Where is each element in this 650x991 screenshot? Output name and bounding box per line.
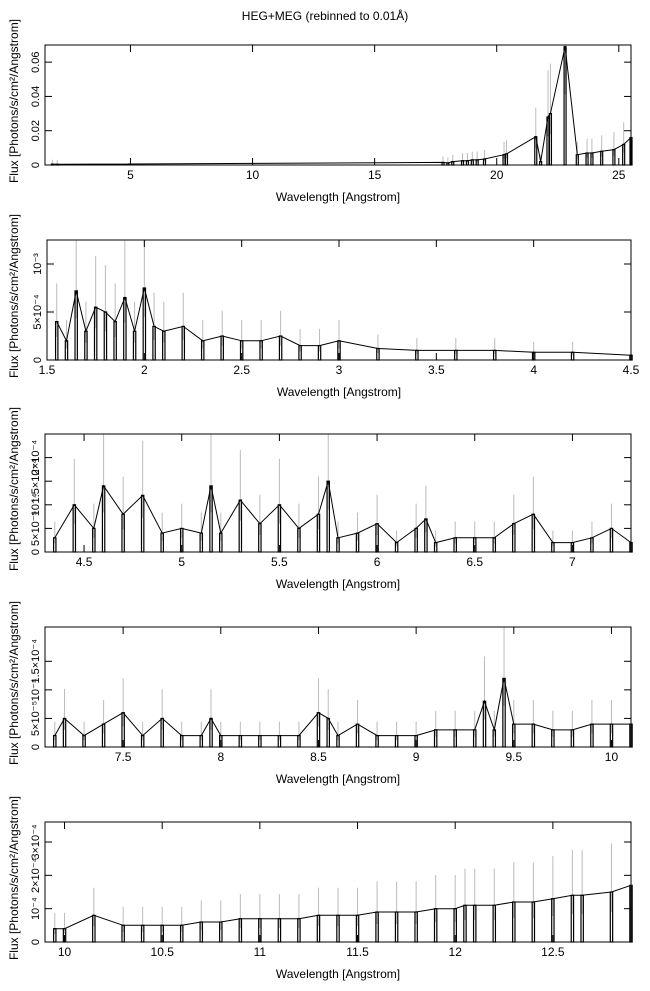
x-tick-label: 5 <box>127 168 134 182</box>
x-tick-label: 12 <box>449 945 463 959</box>
x-tick-label: 10 <box>246 168 260 182</box>
x-tick-label: 11 <box>254 945 267 959</box>
x-tick-label: 4.5 <box>76 555 93 569</box>
plot-frame <box>44 821 632 943</box>
x-tick-label: 9 <box>413 750 420 764</box>
page-title: HEG+MEG (rebinned to 0.01Å) <box>241 9 409 23</box>
data-bin <box>539 160 543 166</box>
y-axis-label: Flux [Photons/s/cm²/Angstrom] <box>7 601 21 765</box>
y-tick-label: 10⁻⁴ <box>30 897 42 920</box>
x-tick-label: 15 <box>368 168 382 182</box>
x-tick-label: 7.5 <box>115 750 132 764</box>
x-tick-label: 10.5 <box>151 945 175 959</box>
plot-frame <box>44 433 632 553</box>
spectrum-line <box>52 46 632 165</box>
x-tick-label: 8 <box>217 750 224 764</box>
x-axis-label: Wavelength [Angstrom] <box>276 772 400 786</box>
plot-frame <box>44 626 632 748</box>
x-tick-label: 8.5 <box>310 750 327 764</box>
x-tick-label: 3.5 <box>428 363 445 377</box>
panel-3: 4.5 5 5.5 6 6.5 7 0 5×10⁻⁵10⁻⁴1.5×10⁻⁴2×10⁻⁴ Wav… <box>7 407 633 591</box>
x-tick-label: 2 <box>141 363 148 377</box>
y-tick-label: 5×10⁻⁴ <box>32 294 44 330</box>
x-axis-label: Wavelength [Angstrom] <box>277 385 401 399</box>
spectrum-line <box>54 678 631 737</box>
y-tick-label: 0 <box>30 939 42 945</box>
y-tick-label: 1.5×10⁻⁴ <box>30 639 42 684</box>
x-tick-label: 12.5 <box>541 945 565 959</box>
spectrum-line <box>54 884 632 930</box>
spectrum-line <box>54 481 632 544</box>
y-axis-label: Flux [Photons/s/cm²/Angstrom] <box>7 19 21 183</box>
x-tick-label: 3 <box>336 363 343 377</box>
panel-2: 1.5 2 2.5 3 3.5 4 4.5 0 5×10⁻⁴ 10⁻³ Wavelength [An… <box>7 214 640 399</box>
y-tick-label: 0 <box>30 162 42 168</box>
x-tick-label: 11.5 <box>346 945 369 959</box>
y-axis-label: Flux [Photons/s/cm²/Angstrom] <box>7 407 21 571</box>
y-tick-label: 10⁻³ <box>32 253 44 275</box>
x-tick-label: 10 <box>58 945 72 959</box>
y-tick-label: 0 <box>30 549 42 555</box>
y-tick-label: 3×10⁻⁴ <box>30 824 42 860</box>
y-tick-label: 2×10⁻⁴ <box>30 440 42 476</box>
y-axis-label: Flux [Photons/s/cm²/Angstrom] <box>7 796 21 960</box>
y-tick-label: 0.04 <box>30 86 42 107</box>
y-tick-label: 0 <box>30 744 42 750</box>
x-tick-label: 6 <box>374 555 381 569</box>
y-tick-label: 10⁻⁴ <box>30 493 42 516</box>
panel-1: 5 10 15 20 25 0 0.02 0.04 0.06 Wavelength [Angstr… <box>7 19 633 204</box>
x-tick-label: 20 <box>490 168 504 182</box>
x-tick-label: 4 <box>530 363 537 377</box>
panel-5: 10 10.5 11 11.5 12 12.5 0 10⁻⁴ 2×10⁻⁴3×10⁻⁴ Wavel… <box>7 796 633 981</box>
y-tick-label: 1.5×10⁻⁴ <box>30 459 42 504</box>
x-tick-label: 6.5 <box>466 555 483 569</box>
x-axis-label: Wavelength [Angstrom] <box>276 190 400 204</box>
y-tick-label: 0 <box>32 357 44 363</box>
x-axis-label: Wavelength [Angstrom] <box>276 967 400 981</box>
x-tick-label: 25 <box>612 168 626 182</box>
spectrum-line <box>56 287 632 356</box>
x-tick-label: 5.5 <box>271 555 288 569</box>
y-tick-label: 5×10⁻⁵ <box>30 701 42 736</box>
y-tick-label: 0.02 <box>30 120 42 141</box>
x-tick-label: 10 <box>605 750 619 764</box>
x-tick-label: 7 <box>569 555 576 569</box>
panel-4: 7.5 8 8.5 9 9.5 10 0 5×10⁻⁵10⁻⁴1.5×10⁻⁴ Waveleng… <box>7 601 633 786</box>
y-tick-label: 10⁻⁴ <box>30 678 42 701</box>
x-tick-label: 5 <box>178 555 185 569</box>
x-tick-label: 2.5 <box>233 363 250 377</box>
y-axis-label: Flux [Photons/s/cm²/Angstrom] <box>7 214 21 378</box>
y-tick-label: 5×10⁻⁵ <box>30 511 42 546</box>
x-tick-label: 9.5 <box>505 750 522 764</box>
y-tick-label: 2×10⁻⁴ <box>30 857 42 893</box>
x-axis-label: Wavelength [Angstrom] <box>276 577 400 591</box>
x-tick-label: 1.5 <box>39 363 56 377</box>
y-tick-label: 0.06 <box>30 51 42 72</box>
x-tick-label: 4.5 <box>623 363 640 377</box>
plot-frame <box>44 44 632 166</box>
